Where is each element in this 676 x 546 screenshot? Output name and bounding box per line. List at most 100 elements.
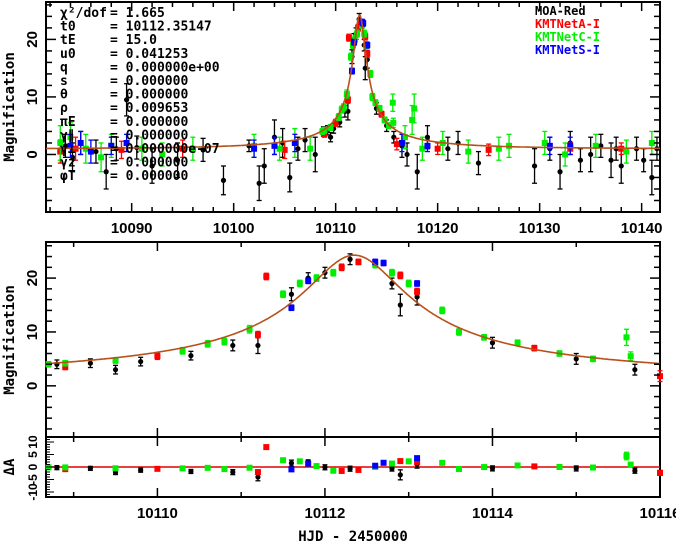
data-point (388, 268, 395, 277)
residual-axis-label: ΔA (2, 458, 18, 475)
data-point (397, 469, 403, 481)
marker (455, 328, 462, 335)
marker (118, 146, 125, 153)
data-point (138, 136, 145, 161)
legend-entry: KMTNetS-I (535, 43, 600, 57)
marker (204, 464, 211, 471)
data-point (567, 136, 574, 156)
marker (87, 148, 94, 155)
data-point (108, 136, 115, 156)
data-point (514, 462, 521, 469)
marker (276, 145, 283, 152)
param-label: γ⊥ (60, 142, 76, 157)
legend-entry: KMTNetC-I (535, 30, 600, 44)
marker (255, 474, 261, 480)
data-point (397, 293, 403, 317)
data-point (288, 287, 295, 302)
marker (573, 465, 579, 472)
data-point (296, 279, 303, 288)
series-kmtnets-i (288, 258, 421, 312)
data-point (261, 148, 267, 184)
data-point (592, 133, 599, 158)
data-point (414, 455, 421, 462)
marker (345, 34, 352, 41)
data-point (481, 464, 488, 471)
marker (367, 70, 374, 77)
residual-panel: 10110 10112 10114 10116 -10-5 0 5 10 (26, 435, 676, 522)
marker (230, 342, 236, 349)
marker (112, 357, 119, 364)
marker (138, 358, 144, 365)
marker (138, 145, 145, 152)
x-tick-label: 10116 (640, 505, 676, 522)
marker (189, 145, 196, 152)
marker (138, 467, 144, 473)
data-point (288, 459, 295, 467)
marker (361, 30, 368, 37)
marker (355, 24, 362, 31)
series-moa-red (54, 253, 638, 376)
param-value: = 0.000000 (110, 169, 188, 184)
marker (541, 139, 548, 146)
data-point (204, 464, 211, 471)
marker (531, 163, 538, 169)
data-point (419, 136, 426, 161)
y-tick-label: 0 (24, 382, 41, 390)
data-point (623, 451, 630, 461)
data-point (87, 139, 94, 164)
marker (281, 146, 288, 153)
data-point (556, 463, 563, 470)
data-point (221, 466, 228, 473)
data-point (657, 469, 663, 477)
y-tick-label: 0 (26, 463, 40, 470)
data-point (397, 458, 404, 465)
marker (397, 302, 403, 308)
marker (439, 307, 446, 314)
param-value: = 0.000000 (110, 128, 188, 143)
marker (179, 145, 186, 152)
marker (397, 472, 403, 478)
data-point (589, 464, 596, 471)
data-point (330, 268, 337, 277)
param-value: = 0.000000 (110, 115, 188, 130)
marker (567, 142, 574, 149)
data-point (380, 459, 387, 466)
marker (67, 142, 74, 149)
marker (322, 464, 328, 470)
marker (398, 139, 405, 146)
data-point (648, 130, 655, 156)
data-point (389, 93, 396, 112)
marker (271, 142, 278, 149)
marker (221, 466, 228, 473)
x-tick-label: 10110 (137, 505, 178, 522)
marker (397, 458, 404, 465)
legend-entry: MOA-Red (535, 4, 586, 18)
marker (204, 340, 211, 347)
series-kmtnets-i (288, 455, 421, 473)
marker (489, 465, 496, 471)
param-label: q (60, 60, 68, 75)
data-point (138, 356, 144, 367)
marker (340, 104, 347, 111)
data-point (347, 253, 353, 266)
data-point (307, 136, 314, 161)
marker (327, 124, 334, 131)
data-point (288, 466, 295, 473)
marker (489, 340, 496, 346)
marker (388, 460, 395, 467)
param-value: = 0.000000 (110, 156, 188, 171)
data-point (393, 137, 400, 151)
data-point (439, 306, 446, 315)
data-point (220, 165, 227, 196)
marker (402, 134, 409, 141)
data-point (188, 350, 194, 361)
data-point (439, 459, 446, 466)
param-value: = 0.000000 (110, 74, 188, 89)
marker (481, 464, 488, 471)
marker (321, 127, 328, 134)
param-label: φT (60, 169, 76, 184)
marker (263, 444, 270, 451)
marker (188, 353, 194, 359)
marker (531, 345, 538, 352)
data-point (391, 130, 397, 144)
